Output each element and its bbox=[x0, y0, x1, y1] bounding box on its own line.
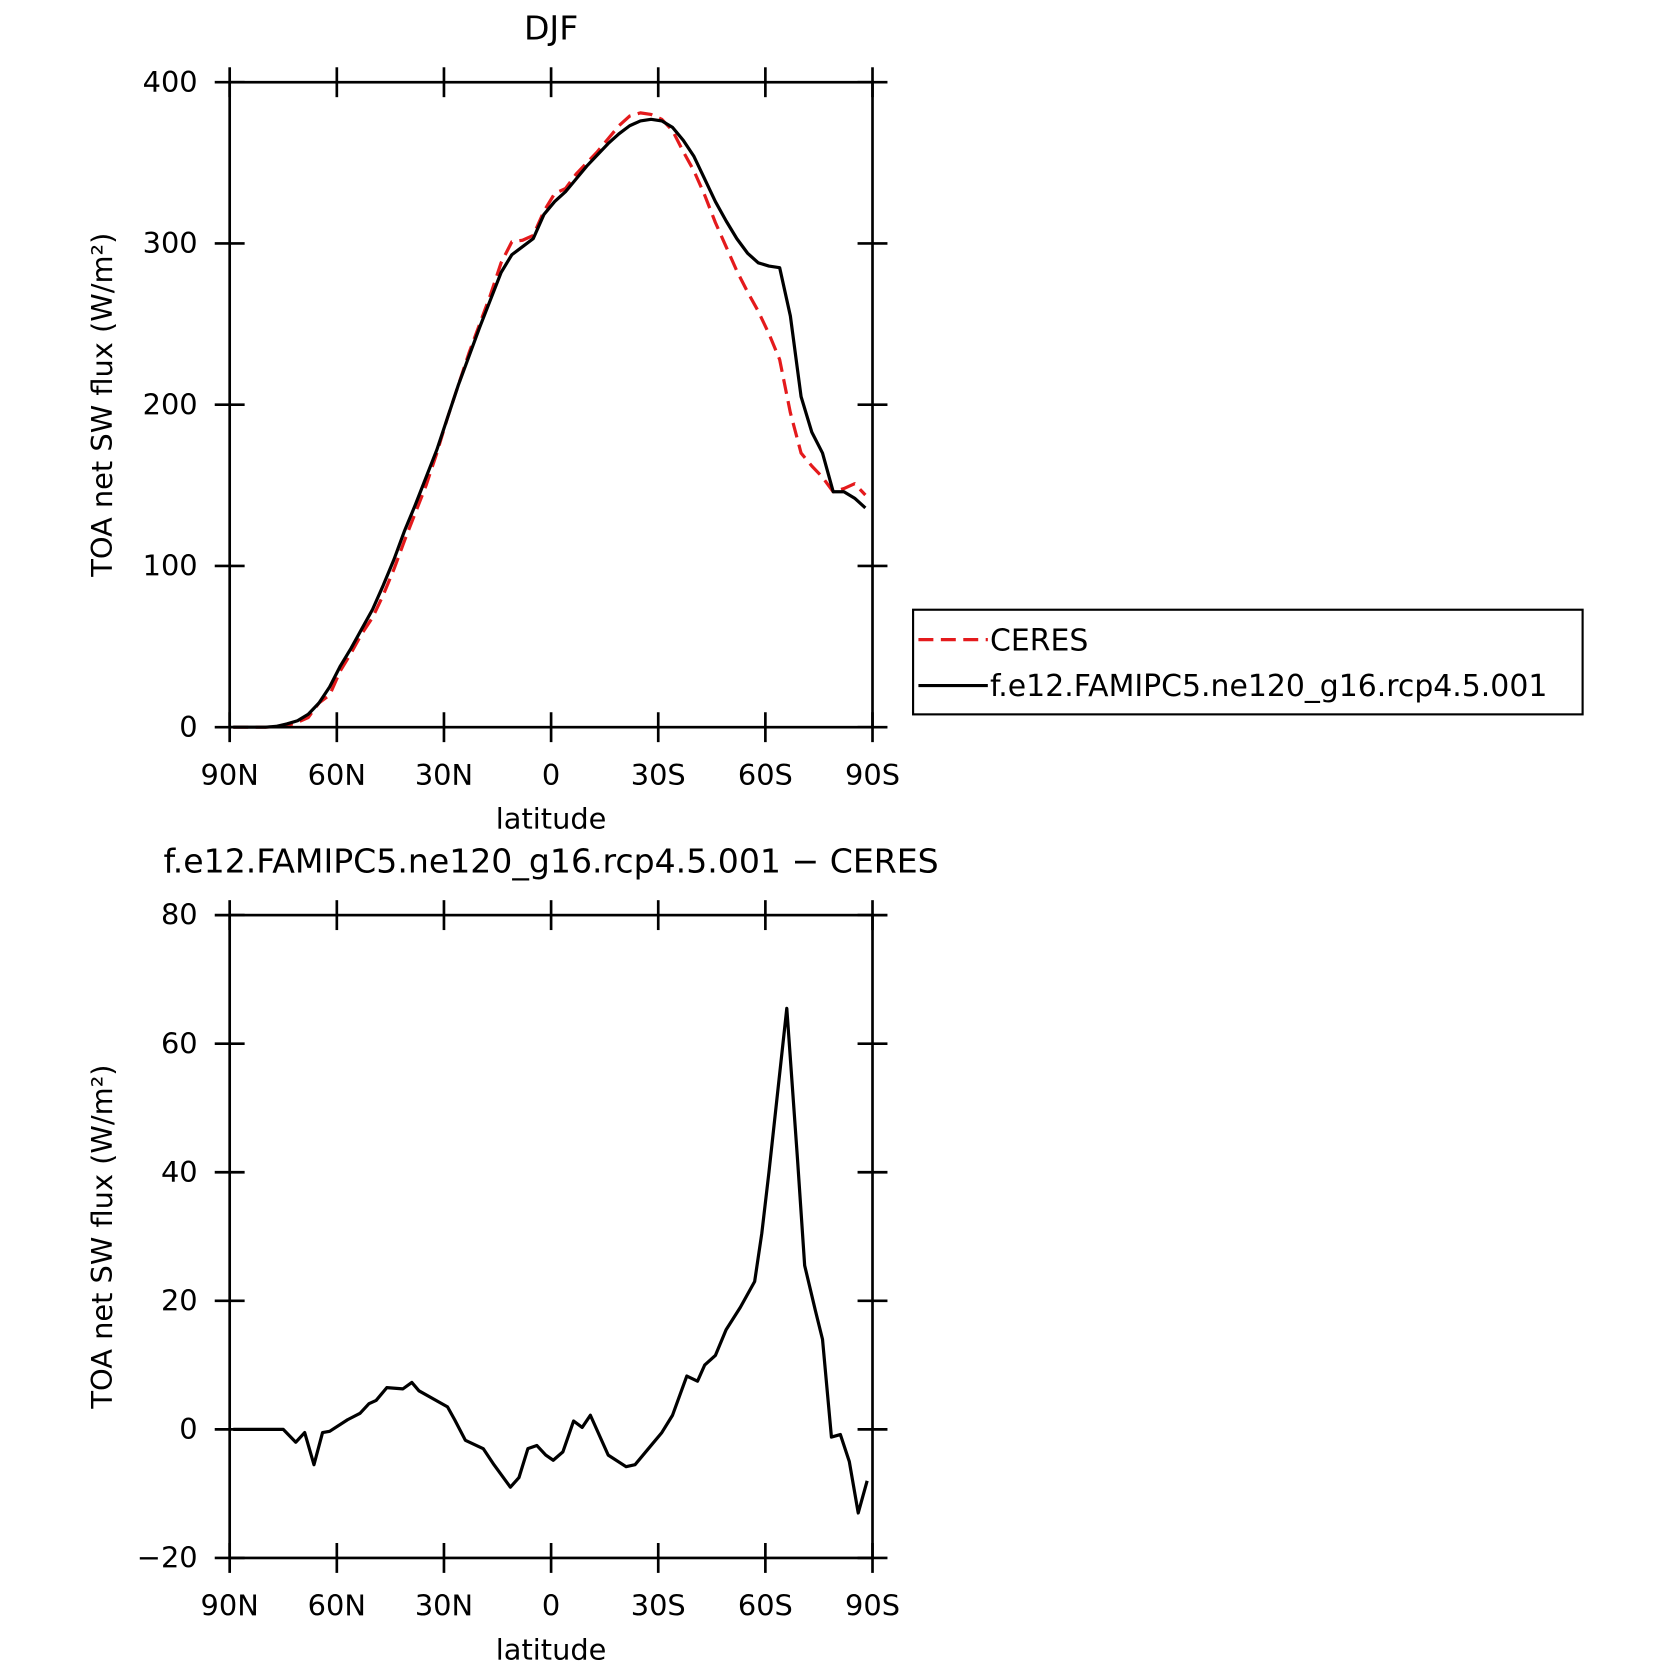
x-tick-label: 30S bbox=[631, 1589, 686, 1623]
plot-frame bbox=[228, 913, 874, 1560]
legend-label: CERES bbox=[990, 623, 1088, 658]
x-tick-label: 30N bbox=[415, 1589, 473, 1623]
x-tick-label: 90S bbox=[845, 758, 900, 792]
legend-label: f.e12.FAMIPC5.ne120_g16.rcp4.5.001 bbox=[990, 669, 1547, 704]
y-tick-label: 300 bbox=[143, 226, 198, 260]
y-axis-label: TOA net SW flux (W/m²) bbox=[85, 233, 119, 578]
y-tick-label: 400 bbox=[143, 65, 198, 99]
y-axis-label: TOA net SW flux (W/m²) bbox=[85, 1064, 119, 1409]
y-tick-label: 40 bbox=[161, 1155, 198, 1189]
x-tick-label: 60N bbox=[308, 758, 366, 792]
x-tick-label: 90N bbox=[201, 758, 259, 792]
y-tick-label: 100 bbox=[143, 549, 198, 583]
data-line bbox=[233, 117, 867, 729]
x-tick-label: 60S bbox=[738, 1589, 793, 1623]
x-tick-label: 0 bbox=[542, 758, 560, 792]
data-line bbox=[233, 111, 867, 729]
y-tick-label: 20 bbox=[161, 1283, 198, 1317]
legend-box bbox=[912, 608, 1584, 716]
x-tick-label: 0 bbox=[542, 1589, 560, 1623]
y-tick-label: 0 bbox=[179, 710, 197, 744]
y-tick-label: 0 bbox=[179, 1412, 197, 1446]
x-tick-label: 30N bbox=[415, 758, 473, 792]
y-tick-label: 60 bbox=[161, 1026, 198, 1060]
chart-title: f.e12.FAMIPC5.ne120_g16.rcp4.5.001 − CER… bbox=[164, 841, 939, 880]
x-tick-label: 30S bbox=[631, 758, 686, 792]
chart-title: DJF bbox=[524, 9, 578, 48]
x-axis-label: latitude bbox=[496, 1632, 607, 1666]
x-tick-label: 90N bbox=[201, 1589, 259, 1623]
x-tick-label: 60S bbox=[738, 758, 793, 792]
y-tick-label: 80 bbox=[161, 898, 198, 932]
plot-frame bbox=[228, 80, 874, 729]
y-tick-label: 200 bbox=[143, 387, 198, 421]
x-axis-label: latitude bbox=[496, 802, 607, 836]
y-tick-label: −20 bbox=[137, 1541, 198, 1575]
data-line bbox=[233, 1006, 869, 1515]
x-tick-label: 90S bbox=[845, 1589, 900, 1623]
x-tick-label: 60N bbox=[308, 1589, 366, 1623]
